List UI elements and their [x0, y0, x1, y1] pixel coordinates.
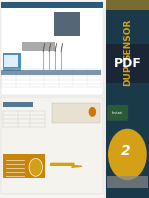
Bar — [1, 2, 103, 8]
Bar — [1, 2, 103, 95]
Circle shape — [29, 158, 42, 176]
Text: 2: 2 — [121, 145, 131, 158]
Bar — [52, 103, 100, 123]
Bar — [3, 154, 45, 178]
Text: DUP: DUP — [123, 65, 132, 86]
Polygon shape — [51, 163, 82, 167]
FancyBboxPatch shape — [107, 105, 128, 121]
Bar — [54, 12, 80, 36]
Circle shape — [89, 107, 96, 117]
Bar — [0, 0, 104, 198]
Bar — [4, 55, 18, 67]
Circle shape — [108, 129, 147, 180]
Bar — [1, 70, 101, 75]
Bar — [1, 97, 103, 194]
Text: PDF: PDF — [113, 57, 141, 70]
Text: Instari: Instari — [112, 111, 123, 115]
Text: SENSOR: SENSOR — [123, 19, 132, 60]
Bar — [3, 102, 33, 107]
Bar — [3, 53, 21, 71]
Bar — [22, 42, 55, 51]
Bar — [106, 0, 149, 198]
Bar — [107, 176, 148, 188]
Bar — [106, 44, 149, 83]
Bar — [106, 0, 149, 10]
